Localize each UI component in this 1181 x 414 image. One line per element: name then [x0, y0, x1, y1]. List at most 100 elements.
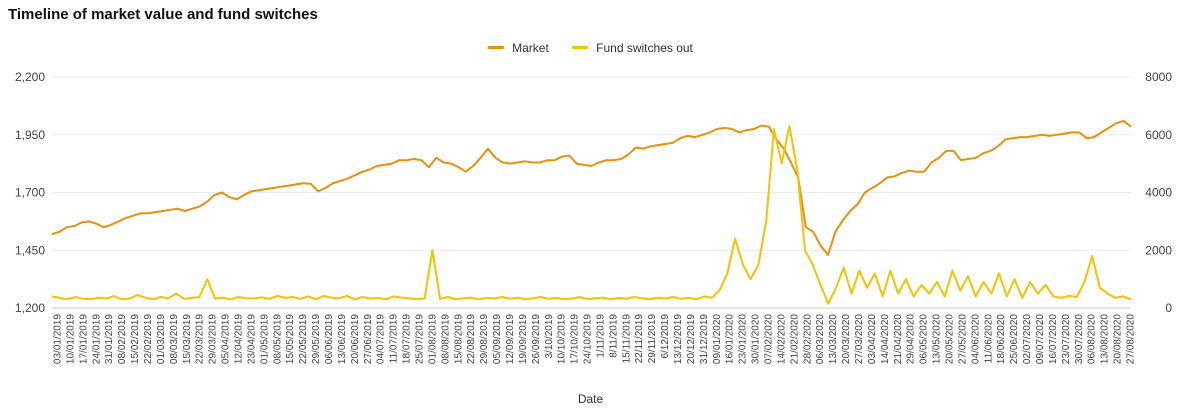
y-right-tick-label: 6000 [1145, 128, 1172, 142]
y-left-tick-label: 1,450 [15, 243, 45, 257]
x-tick-label: 24/10/2019 [583, 314, 594, 364]
x-tick-label: 03/01/2019 [53, 314, 64, 364]
x-tick-label: 05/09/2019 [492, 314, 503, 364]
x-tick-label: 13/05/2020 [932, 314, 943, 364]
x-tick-label: 21/04/2020 [893, 314, 904, 364]
x-tick-label: 25/07/2019 [414, 314, 425, 364]
x-tick-label: 14/02/2020 [776, 314, 787, 364]
x-tick-label: 11/07/2019 [389, 314, 400, 364]
x-tick-label: 01/03/2019 [156, 314, 167, 364]
x-tick-label: 09/01/2020 [712, 314, 723, 364]
x-tick-label: 08/08/2019 [440, 314, 451, 364]
x-tick-label: 19/09/2019 [518, 314, 529, 364]
x-tick-label: 06/03/2020 [815, 314, 826, 364]
x-tick-label: 01/08/2019 [427, 314, 438, 364]
x-tick-label: 15/08/2019 [453, 314, 464, 364]
x-tick-label: 29/03/2019 [208, 314, 219, 364]
y-right-tick-label: 0 [1165, 301, 1172, 315]
x-tick-label: 20/06/2019 [350, 314, 361, 364]
legend-item-market[interactable]: Market [488, 41, 549, 55]
x-tick-label: 20/05/2020 [945, 314, 956, 364]
legend-item-fund-switches[interactable]: Fund switches out [572, 41, 693, 55]
x-tick-label: 23/01/2020 [738, 314, 749, 364]
series-line-market [51, 119, 1132, 256]
x-tick-label: 28/02/2020 [802, 314, 813, 364]
x-tick-label: 13/08/2020 [1100, 314, 1111, 364]
x-tick-label: 27/08/2020 [1126, 314, 1137, 364]
x-tick-label: 13/06/2019 [337, 314, 348, 364]
x-tick-label: 04/06/2020 [970, 314, 981, 364]
y-left-tick-label: 1,950 [15, 128, 45, 142]
x-tick-label: 3/10/2019 [544, 314, 555, 359]
y-left-tick-label: 2,200 [15, 70, 45, 84]
x-tick-label: 08/02/2019 [117, 314, 128, 364]
legend-label-market: Market [512, 40, 549, 55]
x-tick-label: 25/06/2020 [1009, 314, 1020, 364]
x-tick-label: 17/01/2019 [78, 314, 89, 364]
x-tick-label: 15/03/2019 [182, 314, 193, 364]
x-tick-label: 22/11/2019 [634, 314, 645, 364]
x-tick-label: 16/01/2020 [725, 314, 736, 364]
x-tick-label: 30/01/2020 [751, 314, 762, 364]
x-tick-label: 22/05/2019 [298, 314, 309, 364]
x-tick-label: 15/02/2019 [130, 314, 141, 364]
x-tick-label: 06/06/2019 [324, 314, 335, 364]
x-tick-label: 04/07/2019 [376, 314, 387, 364]
x-tick-label: 10/10/2019 [557, 314, 568, 364]
x-tick-label: 10/01/2019 [65, 314, 76, 364]
x-tick-label: 23/07/2020 [1061, 314, 1072, 364]
x-tick-label: 20/12/2019 [686, 314, 697, 364]
legend-swatch-fund-switches [572, 46, 589, 49]
x-tick-label: 17/10/2019 [570, 314, 581, 364]
x-tick-label: 16/07/2020 [1048, 314, 1059, 364]
x-tick-label: 08/03/2019 [169, 314, 180, 364]
x-tick-label: 18/06/2020 [996, 314, 1007, 364]
x-tick-label: 12/09/2019 [505, 314, 516, 364]
y-left-tick-label: 1,700 [15, 186, 45, 200]
x-tick-label: 18/07/2019 [402, 314, 413, 364]
x-axis-title: Date [577, 392, 604, 406]
y-left-tick-label: 1,200 [15, 301, 45, 315]
x-tick-label: 26/09/2019 [531, 314, 542, 364]
x-tick-label: 29/11/2019 [647, 314, 658, 364]
y-right-tick-label: 4000 [1145, 186, 1172, 200]
x-tick-label: 13/12/2019 [673, 314, 684, 364]
x-tick-label: 20/08/2020 [1113, 314, 1124, 364]
x-tick-label: 22/08/2019 [466, 314, 477, 364]
x-tick-label: 06/08/2020 [1087, 314, 1098, 364]
legend: Market Fund switches out [0, 38, 1181, 55]
x-tick-label: 05/04/2019 [221, 314, 232, 364]
x-tick-label: 06/05/2020 [919, 314, 930, 364]
x-tick-label: 27/03/2020 [854, 314, 865, 364]
x-tick-label: 11/06/2020 [983, 314, 994, 364]
x-tick-label: 21/02/2020 [789, 314, 800, 364]
x-tick-label: 31/12/2019 [699, 314, 710, 364]
x-tick-label: 30/07/2020 [1074, 314, 1085, 364]
x-tick-label: 27/06/2019 [363, 314, 374, 364]
x-tick-label: 15/05/2019 [285, 314, 296, 364]
x-tick-label: 07/02/2020 [764, 314, 775, 364]
y-right-tick-label: 8000 [1145, 70, 1172, 84]
legend-swatch-market [488, 46, 505, 49]
x-tick-label: 29/05/2019 [311, 314, 322, 364]
x-tick-label: 31/01/2019 [104, 314, 115, 364]
x-tick-label: 02/07/2020 [1022, 314, 1033, 364]
x-tick-label: 20/03/2020 [841, 314, 852, 364]
x-tick-label: 23/04/2019 [246, 314, 257, 364]
x-tick-label: 6/12/2019 [660, 314, 671, 359]
x-tick-label: 09/07/2020 [1035, 314, 1046, 364]
x-tick-label: 8/11/2019 [608, 314, 619, 358]
x-tick-label: 27/05/2020 [957, 314, 968, 364]
chart-title: Timeline of market value and fund switch… [8, 6, 318, 23]
x-tick-label: 03/04/2020 [867, 314, 878, 364]
legend-label-fund-switches: Fund switches out [596, 40, 693, 55]
x-tick-label: 24/01/2019 [91, 314, 102, 364]
x-tick-label: 14/04/2020 [880, 314, 891, 364]
x-tick-label: 15/11/2019 [621, 314, 632, 364]
x-tick-label: 01/05/2019 [259, 314, 270, 364]
x-tick-label: 12/04/2019 [233, 314, 244, 364]
x-tick-label: 29/04/2020 [906, 314, 917, 364]
y-right-tick-label: 2000 [1145, 243, 1172, 257]
x-tick-label: 22/02/2019 [143, 314, 154, 364]
